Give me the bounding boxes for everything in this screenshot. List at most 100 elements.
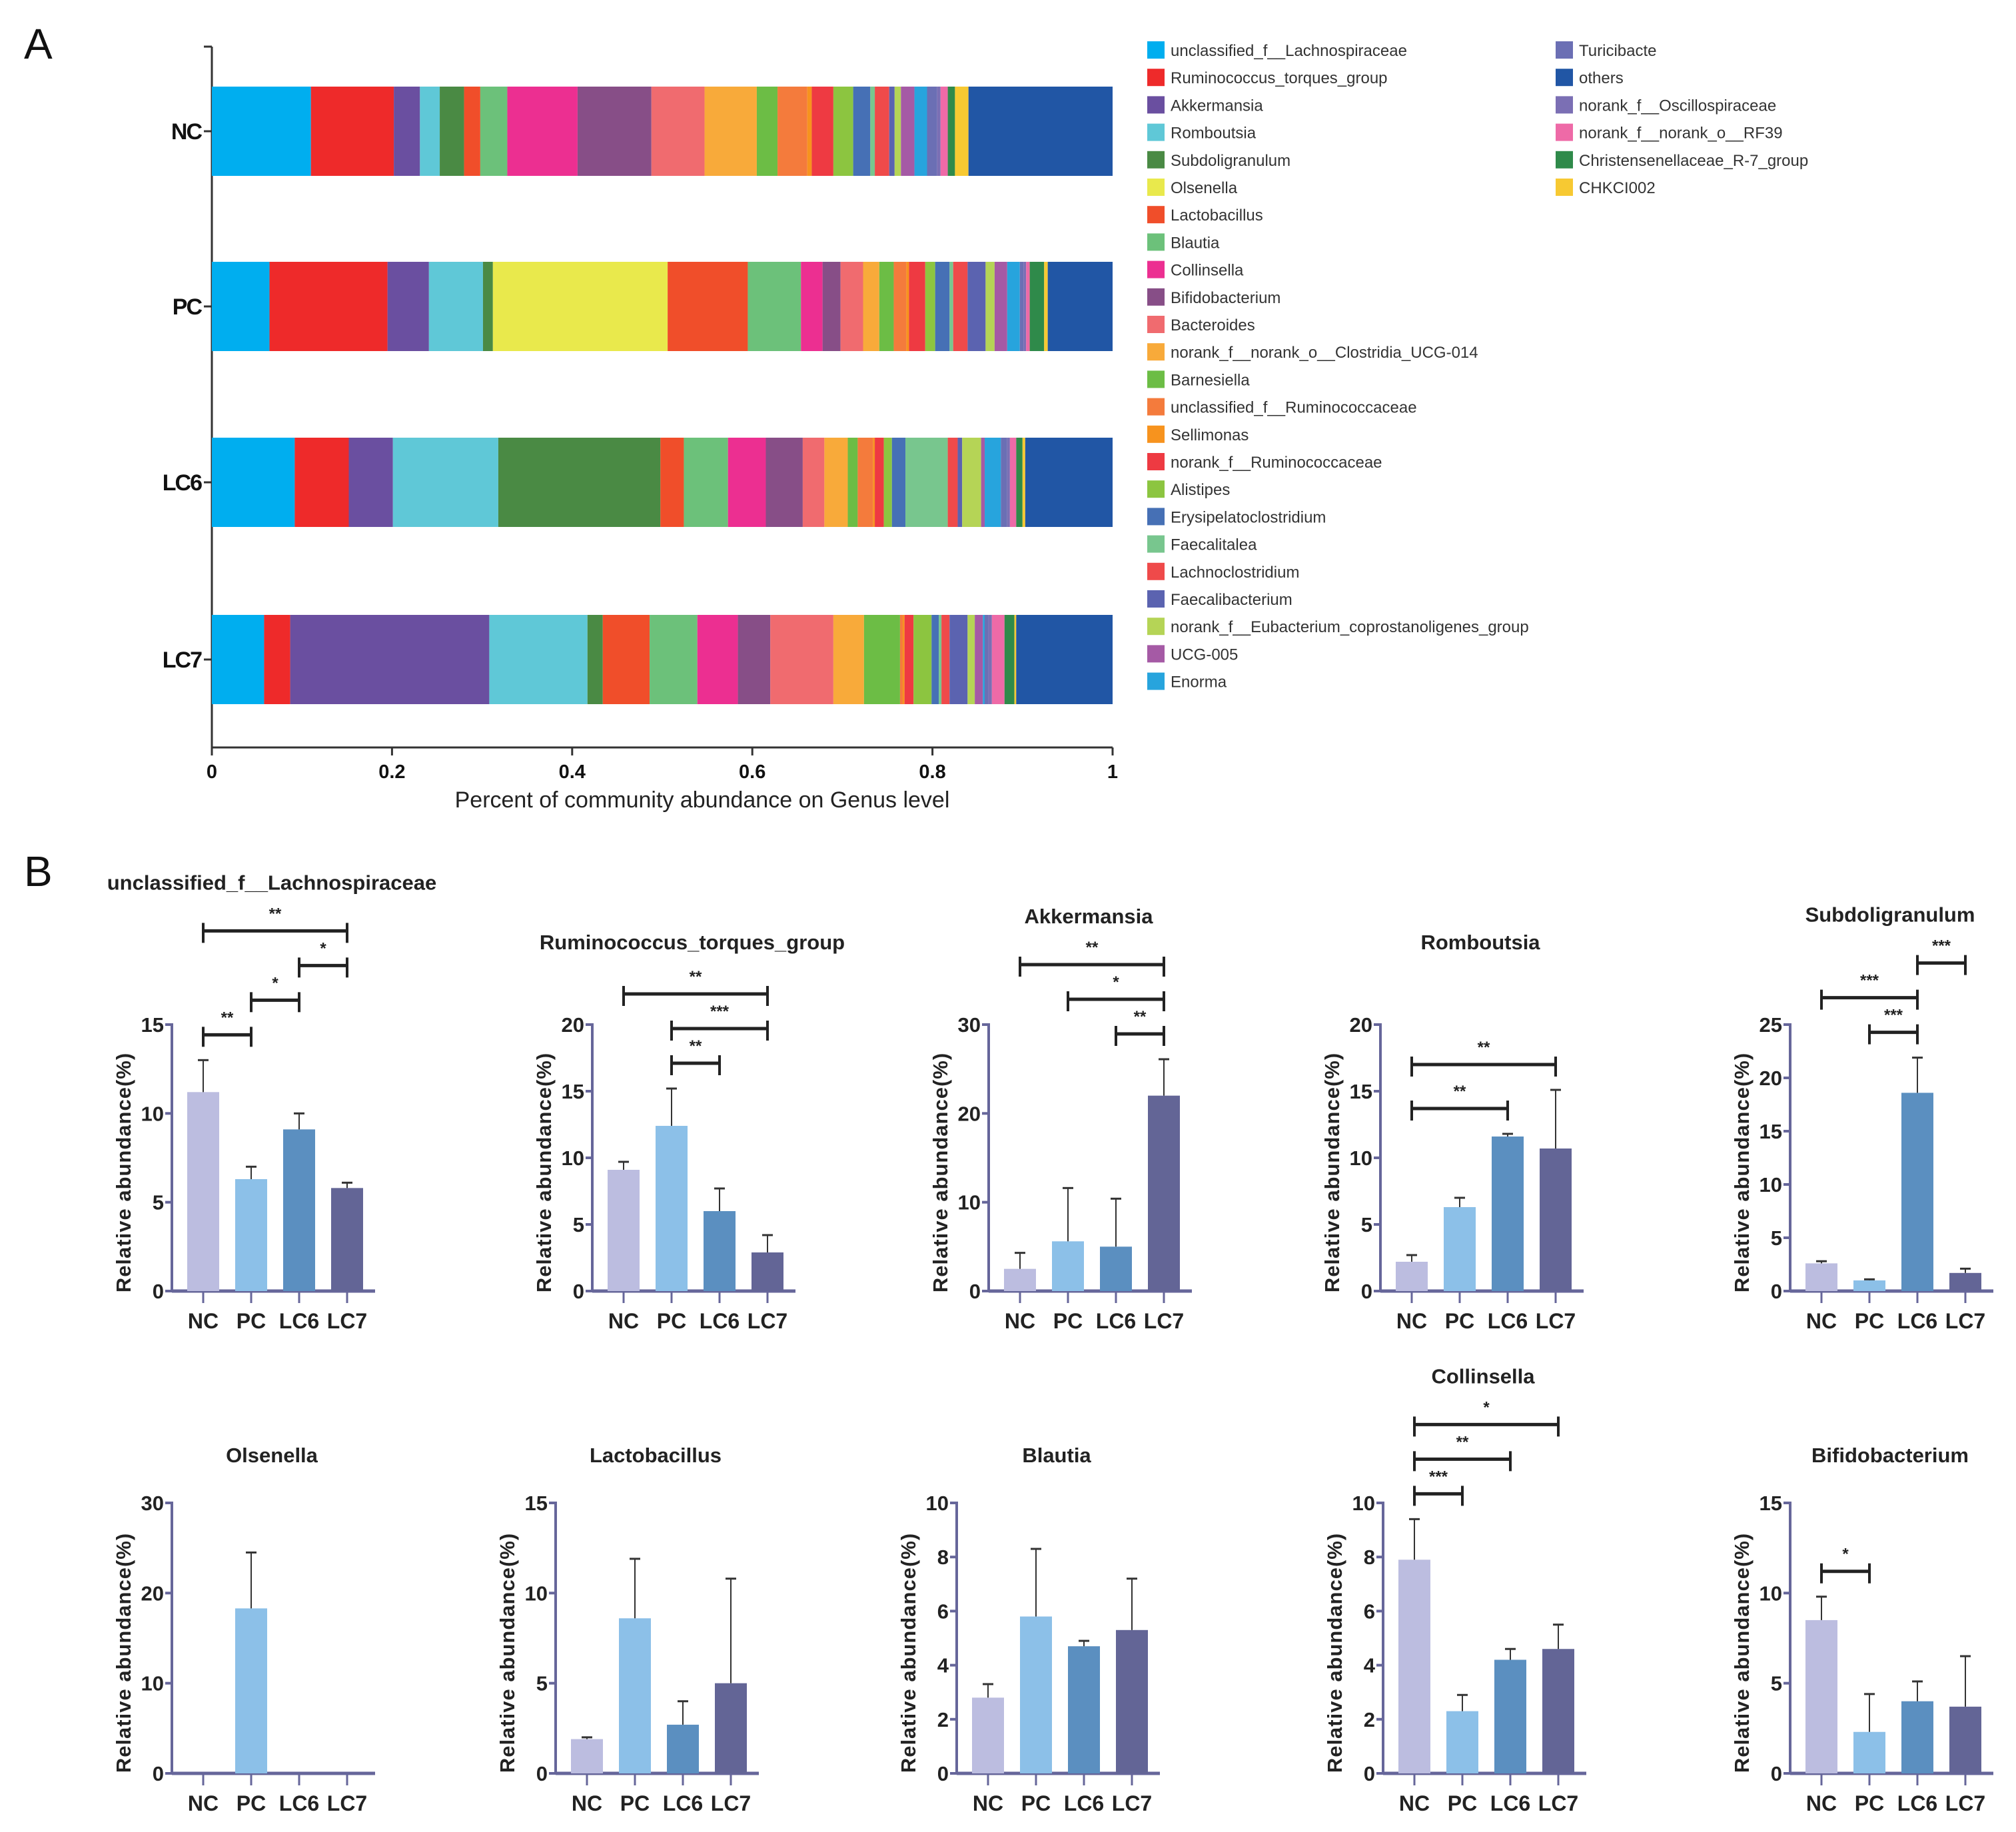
- bar-segment: [420, 87, 440, 176]
- legend-label: CHKCI002: [1579, 179, 1656, 197]
- bar-segment: [1009, 438, 1017, 527]
- bar-segment: [1025, 438, 1113, 527]
- bar-segment: [840, 262, 863, 351]
- y-tick-label: 10: [525, 1582, 548, 1605]
- significance-label: *: [1842, 1546, 1849, 1564]
- bar: [1004, 1268, 1036, 1291]
- bar-chart-bifidobacterium: 0 5 10 15 Relative abundance(%) NC PC LC6 LC7 * Bi…: [1730, 1444, 1993, 1815]
- legend-label: others: [1579, 69, 1624, 87]
- significance-bracket: **: [1115, 1008, 1165, 1046]
- y-tick-label: 15: [141, 1013, 164, 1037]
- y-tick-label: 5: [573, 1213, 584, 1236]
- bar-segment: [738, 615, 771, 704]
- significance-bracket: **: [202, 1009, 252, 1047]
- bar-segment: [925, 262, 935, 351]
- legend-item: Akkermansia: [1147, 96, 1263, 115]
- y-tick-label: 0: [969, 1280, 981, 1303]
- bar-segment: [947, 87, 955, 176]
- legend-label: Bifidobacterium: [1171, 289, 1280, 307]
- y-tick-label: 15: [1760, 1492, 1782, 1515]
- bar: [1805, 1619, 1837, 1773]
- bar-segment: [833, 87, 853, 176]
- bar-segment: [310, 87, 394, 176]
- bar-segment: [875, 87, 889, 176]
- x-tick-label: PC: [237, 1791, 266, 1815]
- y-axis-title: Relative abundance(%): [1730, 1533, 1754, 1773]
- significance-bracket: ***: [670, 1003, 769, 1041]
- y-tick-label: 30: [141, 1492, 164, 1515]
- chart-title: Romboutsia: [1420, 931, 1540, 954]
- x-tick-label: LC7: [1144, 1309, 1184, 1333]
- bar-segment: [264, 615, 290, 704]
- bar: [1805, 1263, 1837, 1291]
- bar: [1901, 1701, 1933, 1773]
- bar: [235, 1179, 267, 1291]
- legend-swatch: [1147, 260, 1165, 278]
- legend-label: Alistipes: [1171, 481, 1230, 499]
- bar-segment: [756, 87, 778, 176]
- bar-segment: [1022, 438, 1025, 527]
- bar-segment: [863, 615, 900, 704]
- x-tick-label: NC: [973, 1791, 1003, 1815]
- bar-segment: [587, 615, 603, 704]
- x-tick-label: NC: [1005, 1309, 1035, 1333]
- bar: [1949, 1706, 1981, 1773]
- bar-segment: [833, 615, 864, 704]
- chart-title: unclassified_f__Lachnospiraceae: [107, 871, 437, 894]
- y-tick-label: 10: [141, 1672, 164, 1695]
- bar-segment: [967, 615, 975, 704]
- bar-segment: [947, 438, 958, 527]
- significance-bracket: *: [1413, 1398, 1560, 1437]
- legend-swatch: [1147, 288, 1165, 306]
- legend-swatch: [1147, 206, 1165, 224]
- bar-segment: [891, 438, 906, 527]
- x-tick-label: LC7: [748, 1309, 787, 1333]
- bar-segment: [975, 615, 983, 704]
- y-tick-label: 20: [141, 1582, 164, 1605]
- y-axis-title: Relative abundance(%): [929, 1053, 952, 1292]
- y-tick-label: 2: [937, 1708, 949, 1731]
- y-axis-title: Relative abundance(%): [1320, 1053, 1344, 1292]
- legend-swatch: [1147, 69, 1165, 87]
- bar-segment: [883, 438, 892, 527]
- y-tick-label: 0: [536, 1762, 548, 1785]
- bar-segment: [777, 87, 807, 176]
- bar-segment: [801, 262, 823, 351]
- bar-segment: [902, 615, 905, 704]
- legend-label: Ruminococcus_torques_group: [1171, 69, 1388, 87]
- legend-swatch: [1556, 69, 1573, 87]
- bar-chart-olsenella: 0 10 20 30 Relative abundance(%) NC PC LC6 LC7 Ol…: [112, 1444, 375, 1815]
- x-tick-label: NC: [188, 1791, 219, 1815]
- bar-segment: [906, 262, 909, 351]
- bar-segment: [480, 87, 508, 176]
- legend-swatch: [1147, 645, 1165, 663]
- x-tick-label: PC: [1053, 1309, 1083, 1333]
- y-tick-label: 10: [1760, 1173, 1782, 1196]
- bar-segment: [1004, 615, 1015, 704]
- significance-bracket: ***: [1916, 937, 1967, 975]
- bar: [331, 1188, 363, 1291]
- legend-swatch: [1556, 151, 1573, 169]
- bar-segment: [668, 262, 748, 351]
- y-tick-label: 5: [153, 1191, 164, 1214]
- bar-segment: [650, 615, 698, 704]
- legend-swatch: [1147, 151, 1165, 169]
- x-tick-label: LC6: [279, 1309, 319, 1333]
- legend-label: Blautia: [1171, 234, 1220, 252]
- x-tick-label: PC: [237, 1309, 266, 1333]
- bar-segment: [991, 615, 1005, 704]
- bar-segment: [913, 615, 932, 704]
- y-tick-label: 0: [1364, 1762, 1375, 1785]
- y-tick-label: 20: [1760, 1067, 1782, 1090]
- bar: [1396, 1262, 1428, 1291]
- significance-bracket: **: [670, 1037, 721, 1075]
- legend-item: unclassified_f__Lachnospiraceae: [1147, 41, 1407, 60]
- bar-segment: [1023, 262, 1027, 351]
- bar-segment: [935, 262, 950, 351]
- bar-segment: [949, 262, 953, 351]
- legend-swatch: [1147, 562, 1165, 580]
- bar: [608, 1170, 640, 1291]
